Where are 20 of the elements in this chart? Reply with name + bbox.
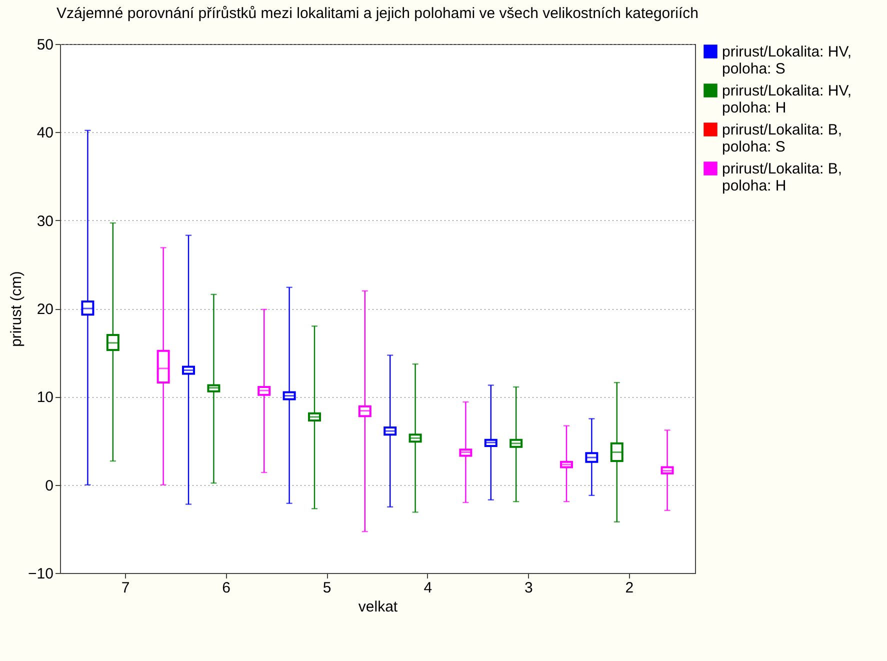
legend-label: prirust/Lokalita: B, poloha: H: [722, 160, 842, 194]
x-tick-label: 7: [121, 580, 130, 596]
y-tick-label: 30: [36, 212, 54, 230]
y-tick-label: 0: [45, 477, 54, 494]
legend-label: prirust/Lokalita: HV, poloha: S: [722, 44, 852, 78]
y-axis-title: prirust (cm): [8, 271, 26, 347]
y-tick-label: 40: [36, 124, 54, 142]
legend-label: prirust/Lokalita: HV, poloha: H: [722, 82, 852, 116]
x-tick-label: 2: [625, 580, 634, 596]
x-tick-label: 4: [424, 580, 432, 596]
y-tick-label: 20: [36, 301, 54, 318]
x-axis-title: velkat: [358, 598, 398, 616]
chart-title: Vzájemné porovnání přírůstků mezi lokalitami a jejich polohami ve všech velikostních kategoriích: [56, 5, 698, 22]
y-tick-label: 50: [36, 36, 54, 54]
x-tick-label: 3: [524, 580, 533, 596]
x-tick-label: 5: [322, 580, 332, 596]
y-tick-label: −10: [28, 566, 54, 582]
legend-label: prirust/Lokalita: B, poloha: S: [722, 122, 842, 156]
y-tick-label: 10: [36, 389, 54, 406]
x-tick-label: 6: [222, 580, 230, 596]
